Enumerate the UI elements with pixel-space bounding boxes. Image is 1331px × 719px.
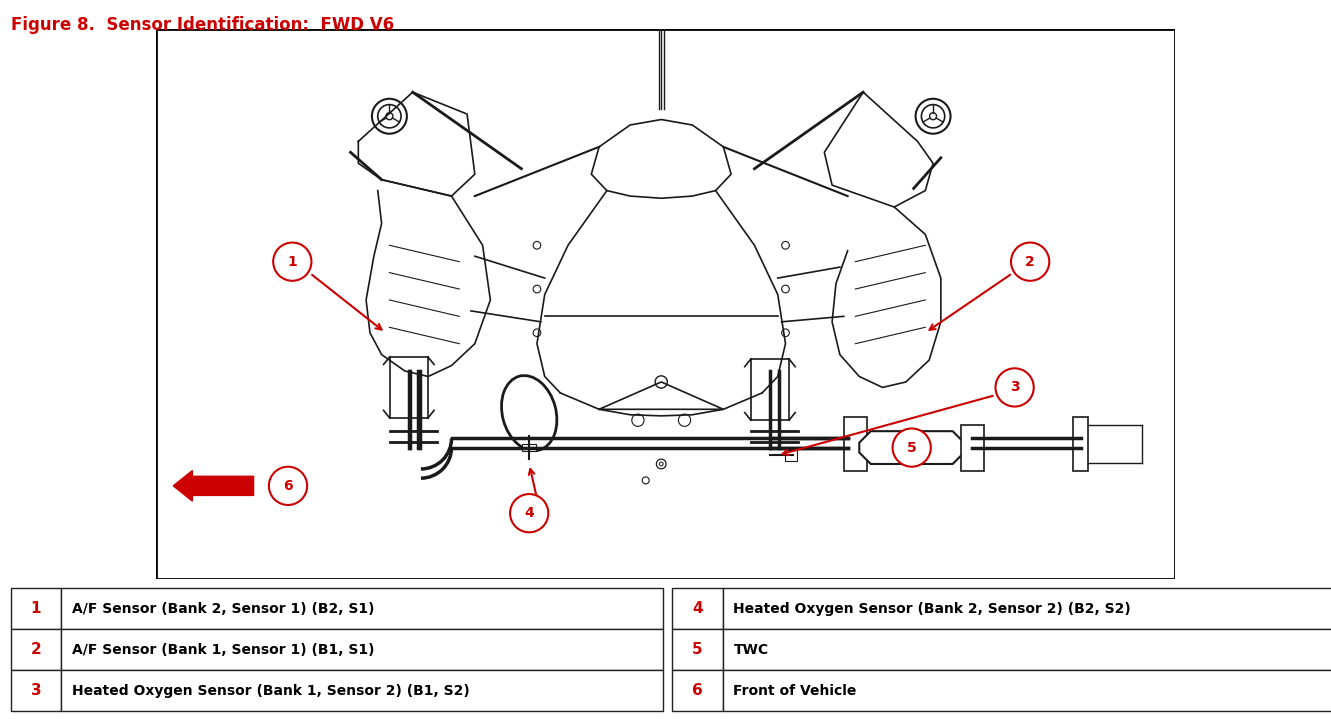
Text: 5: 5 bbox=[906, 441, 917, 454]
Circle shape bbox=[781, 285, 789, 293]
Bar bbox=[785, 450, 797, 461]
Text: Front of Vehicle: Front of Vehicle bbox=[733, 684, 857, 697]
Text: Figure 8.  Sensor Identification:  FWD V6: Figure 8. Sensor Identification: FWD V6 bbox=[11, 16, 394, 34]
Text: 2: 2 bbox=[1025, 255, 1036, 269]
Bar bbox=[522, 444, 536, 452]
Circle shape bbox=[781, 329, 789, 336]
Polygon shape bbox=[860, 431, 964, 464]
Text: 6: 6 bbox=[692, 683, 703, 698]
Text: 1: 1 bbox=[31, 601, 41, 616]
Circle shape bbox=[781, 242, 789, 249]
Text: A/F Sensor (Bank 1, Sensor 1) (B1, S1): A/F Sensor (Bank 1, Sensor 1) (B1, S1) bbox=[72, 643, 374, 656]
FancyArrow shape bbox=[173, 470, 254, 501]
Text: 6: 6 bbox=[284, 479, 293, 493]
Circle shape bbox=[510, 494, 548, 532]
Circle shape bbox=[273, 242, 311, 281]
Circle shape bbox=[1012, 242, 1049, 281]
Text: 4: 4 bbox=[692, 601, 703, 616]
Circle shape bbox=[893, 429, 930, 467]
Text: 1: 1 bbox=[287, 255, 297, 269]
Circle shape bbox=[534, 242, 540, 249]
Text: A/F Sensor (Bank 2, Sensor 1) (B2, S1): A/F Sensor (Bank 2, Sensor 1) (B2, S1) bbox=[72, 602, 374, 615]
Text: Heated Oxygen Sensor (Bank 2, Sensor 2) (B2, S2): Heated Oxygen Sensor (Bank 2, Sensor 2) … bbox=[733, 602, 1131, 615]
Bar bbox=[1073, 417, 1089, 470]
Circle shape bbox=[996, 368, 1034, 406]
Bar bbox=[961, 425, 984, 470]
Circle shape bbox=[534, 329, 540, 336]
Text: 3: 3 bbox=[1010, 380, 1020, 395]
Text: 5: 5 bbox=[692, 642, 703, 657]
Text: 4: 4 bbox=[524, 506, 534, 520]
Text: 2: 2 bbox=[31, 642, 41, 657]
Bar bbox=[844, 417, 866, 470]
Text: TWC: TWC bbox=[733, 643, 768, 656]
Circle shape bbox=[534, 285, 540, 293]
Circle shape bbox=[269, 467, 307, 505]
Text: 3: 3 bbox=[31, 683, 41, 698]
Text: Heated Oxygen Sensor (Bank 1, Sensor 2) (B1, S2): Heated Oxygen Sensor (Bank 1, Sensor 2) … bbox=[72, 684, 470, 697]
